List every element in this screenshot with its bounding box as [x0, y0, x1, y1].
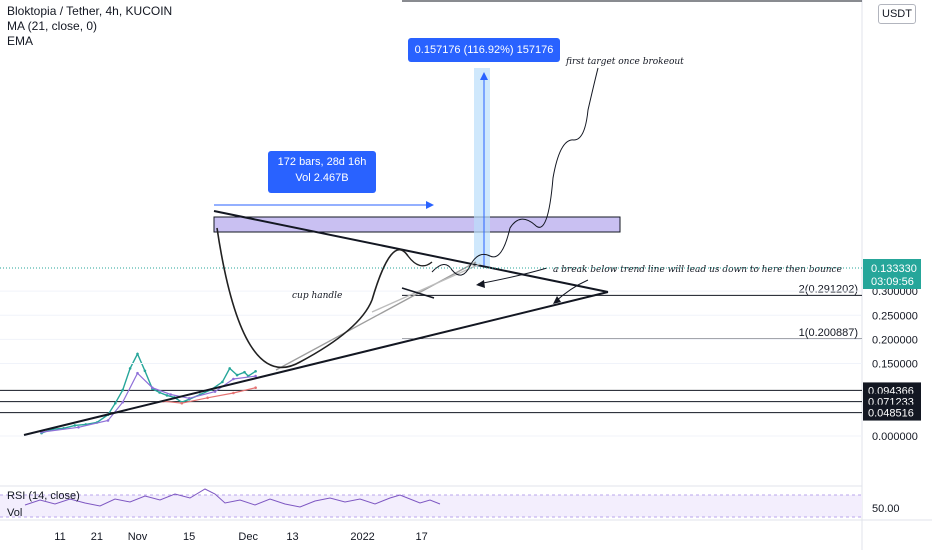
cup-right-rim	[371, 249, 409, 301]
x-tick-label: Nov	[128, 531, 148, 543]
inner-trendline-1	[275, 261, 477, 371]
y-tick-label: 0.300000	[872, 286, 918, 298]
break-arrowhead	[476, 280, 485, 288]
data-point-ema	[106, 419, 110, 422]
data-point-price	[243, 370, 246, 374]
data-point-price	[221, 380, 224, 384]
x-tick-label: 21	[91, 531, 103, 543]
annotation-first-target: first target once brokeout	[565, 57, 684, 67]
level-tag	[863, 404, 921, 421]
resistance-trendline[interactable]	[213, 210, 609, 293]
data-point-price	[136, 352, 139, 356]
ticks-group: 0.300000 0.250000 0.200000 0.150000 0.000000…	[0, 286, 918, 543]
range-tool-line2: Vol 2.467B	[295, 172, 349, 184]
resistance-zone[interactable]	[213, 216, 621, 233]
measure-tool-band[interactable]	[474, 68, 490, 267]
data-point-ma	[232, 391, 235, 395]
data-point-ema	[151, 386, 154, 390]
ema-indicator-label[interactable]: EMA	[7, 34, 34, 48]
data-point-ma	[180, 401, 184, 405]
x-tick-label: 2022	[350, 531, 374, 543]
data-point-ema	[136, 371, 139, 375]
x-tick-label: 17	[415, 531, 427, 543]
levels-group: 0.0943660.0712330.0485162(0.291202)1(0.2…	[0, 283, 921, 421]
vol-label[interactable]: Vol	[7, 507, 23, 519]
series-line-price	[41, 352, 256, 434]
x-tick-label: 13	[286, 531, 298, 543]
rsi-line	[24, 488, 441, 508]
annotation-break-below: a break below trend line will lead us do…	[553, 265, 842, 275]
data-point-ema	[169, 393, 172, 396]
data-point-ema	[213, 390, 217, 393]
current-price-value: 0.133330	[871, 263, 917, 275]
y-tick-label: 0.250000	[872, 310, 918, 322]
range-tool-arrowhead	[426, 201, 434, 209]
symbol-title[interactable]: Bloktopia / Tether, 4h, KUCOIN	[7, 4, 173, 18]
handle-line	[401, 287, 435, 299]
support-trendline[interactable]	[23, 291, 609, 436]
data-point-ma	[254, 386, 257, 390]
currency-button[interactable]: USDT	[878, 4, 916, 24]
x-tick-label: 15	[183, 531, 195, 543]
data-point-price	[128, 367, 132, 370]
annotation-cup-handle: cup handle	[292, 291, 342, 301]
data-point-ema	[254, 374, 257, 378]
rsi-label[interactable]: RSI (14, close)	[7, 490, 80, 502]
inner-trendline-2	[371, 263, 481, 313]
ma-indicator-label[interactable]: MA (21, close, 0)	[7, 19, 98, 33]
y-tick-label: 0.200000	[872, 334, 918, 346]
break-arrow	[477, 267, 548, 285]
projected-path	[431, 67, 599, 276]
fib-level-label: 1(0.200887)	[799, 327, 858, 339]
data-point-ema	[187, 397, 191, 400]
range-tool-line1: 172 bars, 28d 16h	[277, 156, 367, 168]
data-point-price	[228, 367, 231, 370]
current-price-countdown: 03:09:56	[871, 276, 914, 288]
cup-curve	[216, 227, 373, 369]
y-tick-label: 0.150000	[872, 359, 918, 371]
bounce-arrowhead	[553, 296, 561, 304]
measure-tool-arrowhead	[480, 72, 488, 80]
data-point-price	[73, 424, 77, 427]
handle-curve	[407, 255, 433, 267]
data-point-ema	[121, 400, 124, 404]
rsi-band	[0, 495, 862, 517]
data-point-price	[143, 369, 147, 373]
data-point-ema	[77, 426, 80, 429]
data-point-price	[235, 373, 239, 377]
x-tick-label: 11	[54, 531, 65, 543]
data-point-price	[121, 388, 124, 392]
range-tool-label[interactable]: 172 bars, 28d 16h Vol 2.467B	[268, 151, 376, 193]
measure-tool-label[interactable]: 0.157176 (116.92%) 157176	[408, 38, 560, 62]
level-tag-value: 0.048516	[868, 408, 914, 420]
rsi-value: 50.00	[872, 503, 900, 515]
fib-level-label: 2(0.291202)	[799, 283, 858, 295]
current-price-tag[interactable]	[863, 259, 921, 289]
data-point-price	[158, 391, 161, 394]
data-point-price	[254, 370, 257, 373]
x-tick-label: Dec	[238, 531, 258, 543]
data-point-ema	[232, 377, 235, 381]
data-point-price	[165, 394, 169, 397]
data-point-price	[114, 401, 117, 405]
data-point-ma	[206, 396, 209, 400]
y-tick-label: 0.000000	[872, 431, 918, 443]
